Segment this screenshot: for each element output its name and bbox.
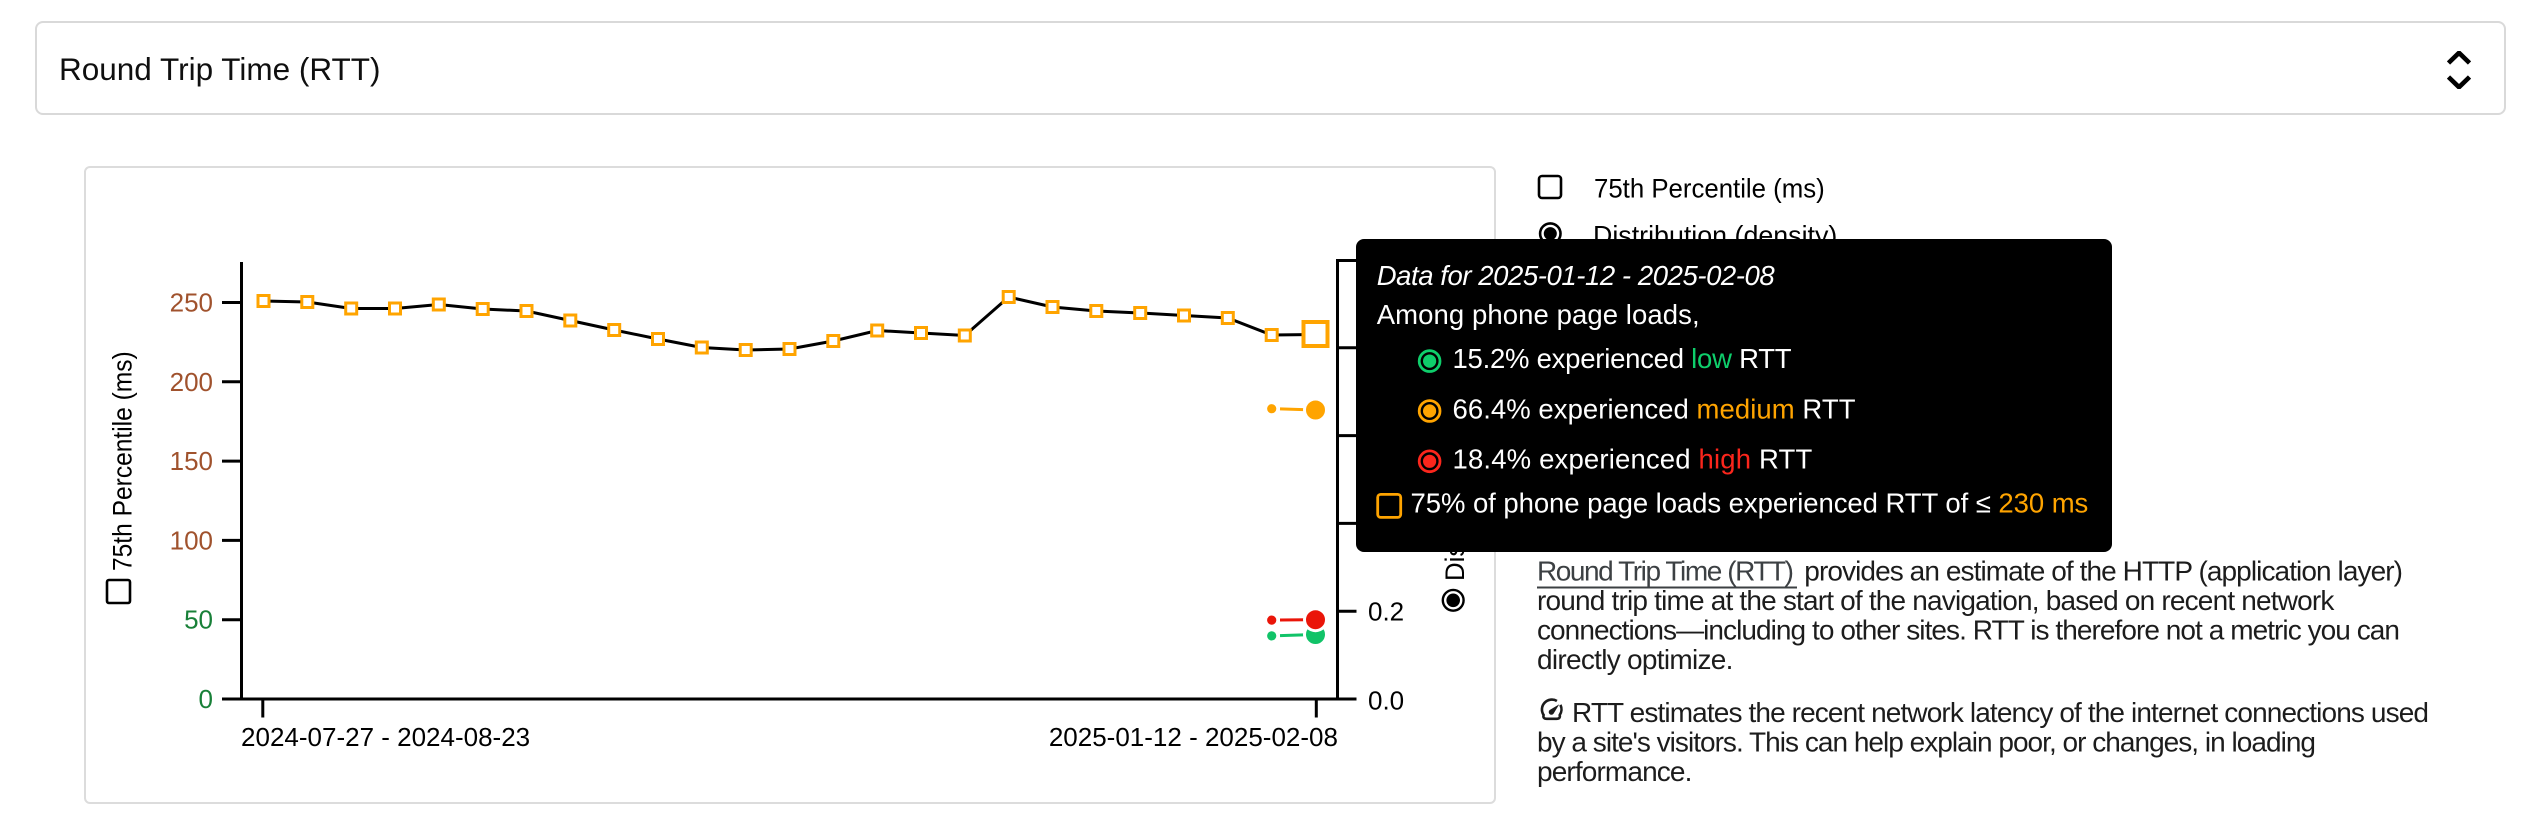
svg-text:Data for 2025-01-12 - 2025-02-: Data for 2025-01-12 - 2025-02-08 [1377,260,1776,291]
svg-text:directly optimize.: directly optimize. [1537,644,1733,675]
svg-text:75th Percentile (ms): 75th Percentile (ms) [108,351,138,571]
svg-text:100: 100 [170,525,213,555]
svg-text:50: 50 [184,605,213,635]
svg-text:Round Trip Time (RTT): Round Trip Time (RTT) [1537,555,1794,586]
svg-text:150: 150 [170,446,213,476]
svg-text:performance.: performance. [1537,756,1692,787]
svg-text:0.2: 0.2 [1368,597,1404,627]
svg-text:200: 200 [170,367,213,397]
svg-text:RTT estimates the recent netwo: RTT estimates the recent network latency… [1572,697,2429,728]
svg-text:75th Percentile (ms): 75th Percentile (ms) [1594,174,1825,204]
svg-text:by a site's visitors. This can: by a site's visitors. This can help expl… [1537,727,2316,758]
svg-text:250: 250 [170,288,213,318]
svg-text:round trip time at the start o: round trip time at the start of the navi… [1537,585,2335,616]
svg-text:2025-01-12 - 2025-02-08: 2025-01-12 - 2025-02-08 [1049,722,1338,752]
svg-text:15.2% experienced low RTT: 15.2% experienced low RTT [1453,343,1792,374]
svg-text:provides an estimate of the HT: provides an estimate of the HTTP (applic… [1804,555,2403,586]
svg-text:0.0: 0.0 [1368,686,1404,716]
svg-text:66.4% experienced medium RTT: 66.4% experienced medium RTT [1453,394,1856,425]
svg-text:0: 0 [199,684,213,714]
svg-text:2024-07-27 - 2024-08-23: 2024-07-27 - 2024-08-23 [241,722,530,752]
svg-text:connections—including to other: connections—including to other sites. RT… [1537,614,2400,645]
svg-text:Among phone page loads,: Among phone page loads, [1377,299,1700,330]
svg-text:18.4% experienced high RTT: 18.4% experienced high RTT [1453,444,1813,475]
svg-text:75% of phone page loads experi: 75% of phone page loads experienced RTT … [1411,487,2089,518]
